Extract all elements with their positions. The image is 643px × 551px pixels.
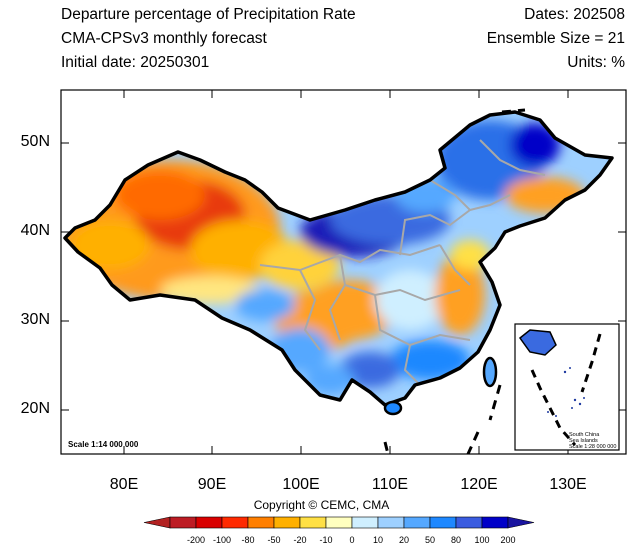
lat-tick-40n: 40N <box>20 222 50 239</box>
colorbar-over-triangle <box>507 516 535 529</box>
colorbar-level-label: -80 <box>241 535 255 545</box>
dates-label: Dates: 202508 <box>524 6 625 23</box>
colorbar-level-label: 100 <box>474 535 490 545</box>
hainan-island <box>383 400 403 416</box>
colorbar-box <box>455 516 483 529</box>
colorbar-level-label: 10 <box>372 535 383 545</box>
colorbar-box <box>481 516 509 529</box>
lat-tick-50n: 50N <box>20 133 50 150</box>
colorbar-level-label: 0 <box>349 535 355 545</box>
colorbar-box <box>221 516 249 529</box>
colorbar-under-triangle <box>143 516 171 529</box>
lon-tick-100e: 100E <box>282 476 320 493</box>
colorbar-level-label: 200 <box>500 535 516 545</box>
colorbar-level-label: -200 <box>186 535 205 545</box>
lon-tick-90e: 90E <box>197 476 227 493</box>
colorbar-level-label: 80 <box>450 535 461 545</box>
colorbar-box <box>247 516 275 529</box>
map-scale-label: Scale 1:14 000 000 <box>68 440 139 449</box>
ensemble-label: Ensemble Size = 21 <box>486 30 625 47</box>
title-line-3: Initial date: 20250301 <box>61 54 210 71</box>
inset-dashed-line <box>530 333 602 446</box>
title-line-2: CMA-CPSv3 monthly forecast <box>61 30 267 47</box>
lat-tick-30n: 30N <box>20 311 50 328</box>
inset-scale-label: Scale 1:28 000 000 <box>569 444 617 450</box>
inset-label-1: South China <box>569 432 600 438</box>
taiwan-island <box>482 356 498 388</box>
china-boundary <box>63 110 614 407</box>
lat-tick-20n: 20N <box>20 400 50 417</box>
lon-tick-80e: 80E <box>109 476 139 493</box>
colorbar-level-label: -50 <box>267 535 281 545</box>
title-line-1: Departure percentage of Precipitation Ra… <box>61 6 356 23</box>
lon-tick-120e: 120E <box>460 476 498 493</box>
lon-tick-110e: 110E <box>371 476 409 493</box>
colorbar-box <box>351 516 379 529</box>
colorbar-box <box>325 516 353 529</box>
copyright-text: Copyright © CEMC, CMA <box>253 498 390 512</box>
inset-coast <box>518 329 557 356</box>
colorbar-level-label: -100 <box>212 535 231 545</box>
colorbar-box <box>273 516 301 529</box>
colorbar-box <box>403 516 431 529</box>
lon-tick-130e: 130E <box>549 476 587 493</box>
colorbar-box <box>195 516 223 529</box>
inset-islands <box>547 367 585 417</box>
axis-ticks <box>61 90 626 454</box>
colorbar-box <box>169 516 197 529</box>
colorbar <box>143 516 535 529</box>
colorbar-box <box>377 516 405 529</box>
colorbar-box <box>429 516 457 529</box>
colorbar-level-label: -10 <box>319 535 333 545</box>
colorbar-box <box>299 516 327 529</box>
units-label: Units: % <box>567 54 625 71</box>
inset-label-2: Sea Islands <box>569 438 598 444</box>
colorbar-level-label: 50 <box>424 535 435 545</box>
colorbar-level-label: -20 <box>293 535 307 545</box>
colorbar-level-label: 20 <box>398 535 409 545</box>
province-borders <box>259 139 546 386</box>
maritime-boundary <box>383 108 526 455</box>
